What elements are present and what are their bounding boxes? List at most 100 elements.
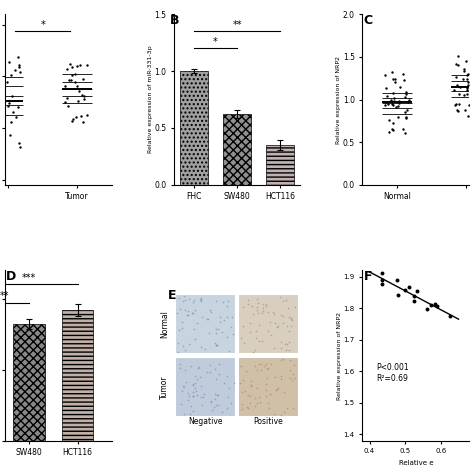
Point	[468, 102, 474, 109]
Point	[278, 345, 285, 352]
Point	[16, 69, 24, 76]
Point	[255, 321, 263, 329]
Point	[179, 318, 186, 326]
Point	[212, 329, 220, 337]
Point	[239, 376, 246, 384]
Point	[286, 356, 294, 364]
Point	[281, 340, 289, 347]
Bar	[175, 357, 236, 418]
Point	[215, 360, 223, 368]
Point	[271, 344, 278, 352]
Point	[378, 280, 386, 288]
Point	[261, 363, 268, 370]
Point	[225, 384, 233, 392]
Point	[446, 312, 454, 320]
Point	[206, 368, 214, 376]
Point	[391, 97, 398, 104]
Point	[196, 295, 203, 302]
Point	[191, 325, 198, 333]
Point	[473, 83, 474, 91]
Point	[280, 298, 287, 305]
Point	[270, 310, 277, 318]
Point	[77, 112, 84, 120]
Point	[379, 276, 386, 284]
Point	[214, 325, 222, 333]
Point	[406, 283, 413, 291]
Point	[286, 366, 294, 374]
Point	[280, 319, 287, 327]
Point	[389, 68, 396, 76]
Point	[455, 52, 462, 59]
Text: B: B	[170, 14, 179, 27]
Point	[203, 368, 210, 376]
Point	[387, 96, 394, 104]
Point	[218, 328, 226, 336]
Point	[188, 363, 195, 370]
Point	[237, 335, 245, 342]
Point	[452, 100, 460, 108]
Point	[389, 89, 397, 97]
Point	[277, 311, 285, 319]
Point	[184, 389, 191, 397]
Point	[270, 309, 277, 316]
Point	[400, 125, 407, 133]
Point	[244, 300, 252, 308]
Point	[187, 402, 195, 410]
Point	[83, 62, 91, 69]
Point	[179, 342, 186, 350]
Point	[208, 406, 215, 414]
Point	[382, 71, 389, 79]
Point	[470, 70, 474, 78]
Point	[223, 303, 231, 310]
Point	[197, 296, 205, 303]
Point	[67, 76, 75, 84]
Point	[204, 315, 211, 323]
Point	[229, 330, 237, 337]
Point	[260, 304, 267, 312]
Y-axis label: Relative expression of NRP2: Relative expression of NRP2	[336, 55, 341, 144]
Point	[265, 405, 273, 412]
Point	[454, 108, 462, 115]
Point	[264, 365, 271, 373]
Point	[287, 316, 294, 323]
Y-axis label: Relative expression of miR-331-3p: Relative expression of miR-331-3p	[148, 46, 153, 154]
Point	[191, 372, 199, 379]
Point	[189, 392, 197, 400]
Point	[197, 297, 205, 305]
Point	[280, 312, 287, 320]
Point	[190, 296, 198, 303]
Point	[394, 292, 402, 299]
Point	[206, 306, 213, 313]
Point	[201, 345, 209, 352]
Text: ***: ***	[22, 273, 36, 283]
Point	[244, 392, 252, 399]
Point	[207, 308, 214, 316]
Point	[181, 306, 189, 313]
Point	[255, 337, 263, 344]
Point	[174, 339, 182, 346]
Point	[431, 300, 439, 307]
Point	[253, 296, 261, 303]
Point	[388, 126, 396, 133]
Point	[237, 362, 245, 370]
Bar	[223, 114, 251, 185]
Point	[69, 115, 77, 123]
Point	[382, 84, 389, 91]
Point	[252, 328, 259, 335]
Point	[395, 97, 403, 105]
Point	[12, 113, 19, 121]
Text: Positive: Positive	[254, 417, 283, 426]
Point	[451, 101, 458, 109]
Point	[454, 61, 461, 69]
Point	[173, 309, 181, 317]
Point	[175, 294, 183, 301]
Point	[225, 347, 232, 355]
Point	[465, 112, 472, 120]
Point	[262, 301, 270, 308]
Point	[199, 313, 206, 321]
Point	[212, 297, 220, 305]
Point	[212, 341, 219, 348]
Point	[405, 96, 413, 104]
Point	[254, 307, 261, 314]
Point	[186, 392, 193, 400]
